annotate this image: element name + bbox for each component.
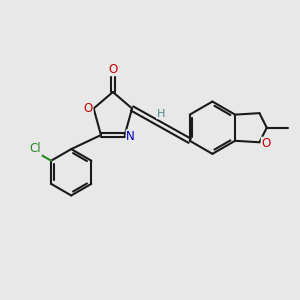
Text: N: N bbox=[126, 130, 135, 143]
Text: O: O bbox=[261, 137, 271, 150]
Text: O: O bbox=[84, 102, 93, 115]
Text: O: O bbox=[109, 63, 118, 76]
Text: H: H bbox=[157, 109, 165, 118]
Text: Cl: Cl bbox=[30, 142, 41, 155]
